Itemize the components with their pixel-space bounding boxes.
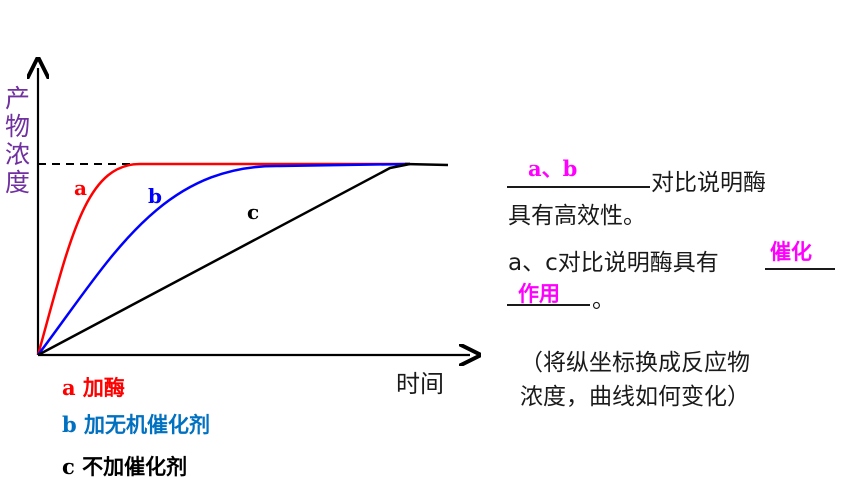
curve-b [37, 162, 411, 356]
note-q2-text: a、c对比说明酶具有 [508, 250, 719, 276]
curve-a [36, 162, 410, 356]
answer-blank-3 [507, 304, 590, 306]
curve-plateau [404, 162, 449, 167]
legend-item-c: c 不加催化剂 [62, 454, 188, 479]
answer-blank-2 [765, 268, 835, 270]
note-q3-line1: （将纵坐标换成反应物 [520, 350, 750, 376]
y-axis-label-char-1: 产 [5, 84, 31, 113]
curve-label-b: b [148, 184, 162, 208]
curve-label-a: a [74, 176, 87, 200]
legend-item-a: a 加酶 [62, 375, 125, 400]
x-axis-label: 时间 [396, 370, 444, 398]
y-axis-label-char-3: 浓 [5, 140, 31, 169]
y-axis-label-char-4: 度 [5, 168, 31, 197]
note-q3-line2: 浓度，曲线如何变化） [520, 384, 750, 410]
curve-label-c: c [247, 200, 259, 224]
answer-catalysis-2: 作用 [518, 281, 560, 306]
answer-catalysis-1: 催化 [770, 239, 812, 264]
answer-ab: a、b [528, 156, 578, 181]
note-q1-line1: 对比说明酶 [651, 170, 766, 196]
note-q1-line2: 具有高效性。 [508, 203, 646, 229]
answer-blank-1 [507, 186, 650, 188]
note-q2-end: 。 [592, 287, 615, 313]
y-axis-label-char-2: 物 [5, 112, 31, 141]
curve-c [37, 162, 411, 357]
legend-item-b: b 加无机催化剂 [62, 412, 210, 437]
